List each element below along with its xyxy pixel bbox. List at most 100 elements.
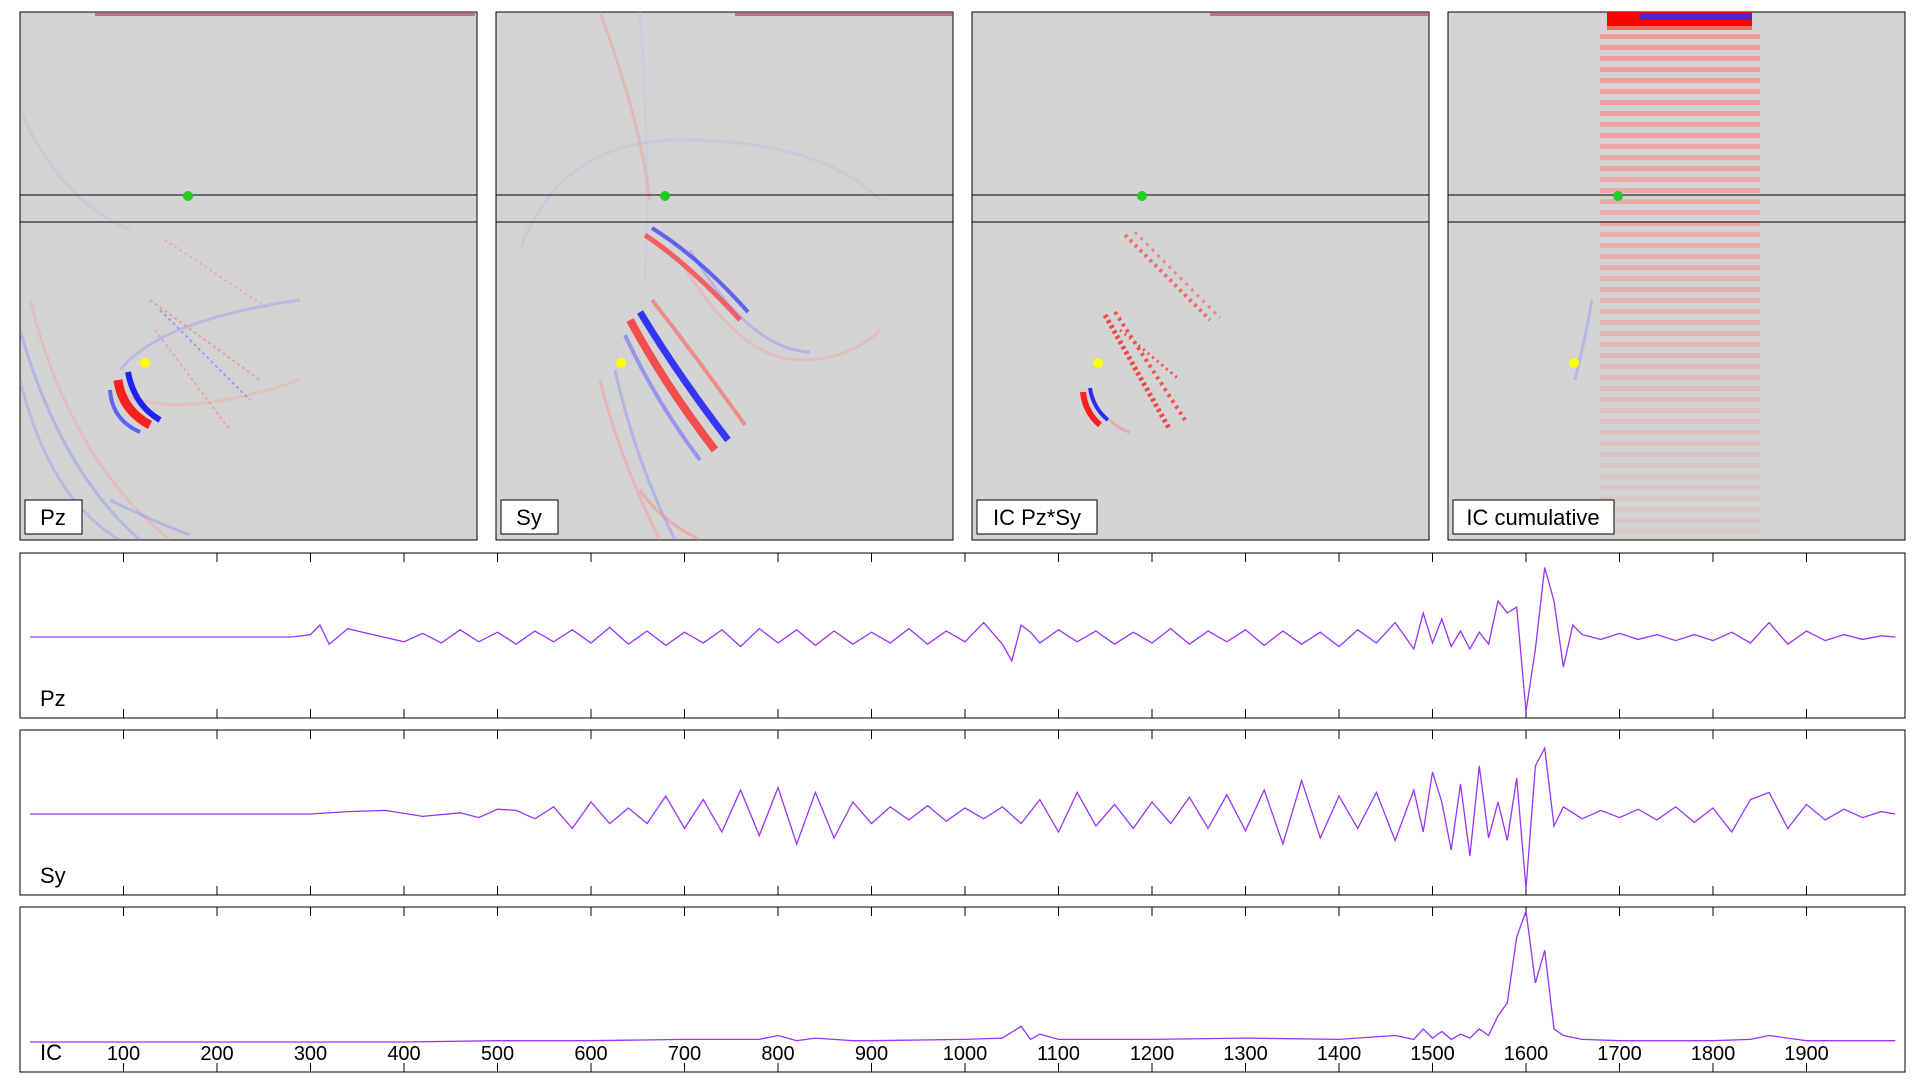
cumulative-stripe [1600,342,1760,347]
x-tick-label: 100 [107,1043,140,1065]
cumulative-stripe [1600,232,1760,237]
panel-label-box: IC Pz*Sy [976,499,1098,535]
receiver-dot [1569,358,1579,368]
receiver-dot [616,358,626,368]
x-tick-label: 1500 [1410,1043,1455,1065]
x-tick-label: 1700 [1597,1043,1642,1065]
cumulative-stripe [1600,320,1760,325]
x-tick-label: 800 [761,1043,794,1065]
cumulative-stripe [1600,144,1760,149]
trace-line-ic [30,910,1896,1043]
cumulative-stripe [1600,353,1760,358]
x-tick-label: 1000 [943,1043,988,1065]
wavefield-sy-image [518,12,953,540]
cumulative-stripe [1600,122,1760,127]
x-tick-label: 1600 [1504,1043,1549,1065]
cumulative-stripe [1600,188,1760,193]
receiver-dot [140,358,150,368]
cumulative-stripe [1600,485,1760,490]
panel-label: IC cumulative [1466,505,1599,530]
x-tick-label: 1400 [1317,1043,1362,1065]
trace-frame [19,906,1906,1073]
x-tick-label: 1100 [1037,1043,1080,1065]
cumulative-stripes [1600,34,1760,534]
cumulative-stripe [1600,441,1760,446]
cumulative-stripe [1600,56,1760,61]
trace-label: Pz [40,686,66,711]
cumulative-stripe [1600,210,1760,215]
source-dot [1137,191,1147,201]
x-tick-label: 900 [855,1043,888,1065]
trace-panel-pz: Pz [19,552,1906,719]
wavefield-pz-image [20,12,475,540]
x-tick-label: 500 [481,1043,514,1065]
trace-line-pz [30,567,1896,712]
cumulative-stripe [1600,177,1760,182]
cumulative-stripe [1600,155,1760,160]
cumulative-stripe [1600,463,1760,468]
trace-plots: Pz Sy IC 100 200 300 400 500 600 700 800 900 1000 110… [19,552,1906,1073]
x-tick-label: 700 [668,1043,701,1065]
x-tick-label: 1200 [1130,1043,1175,1065]
cumulative-stripe [1600,67,1760,72]
x-tick-label: 600 [574,1043,607,1065]
cumulative-stripe [1600,199,1760,204]
cumulative-stripe [1600,408,1760,413]
cumulative-stripe [1600,309,1760,314]
wavefield-ic-image [1080,12,1429,434]
cumulative-stripe [1600,507,1760,512]
cumulative-stripe [1600,100,1760,105]
wavefield-panel-ic: IC Pz*Sy [971,11,1430,541]
cumulative-stripe [1600,265,1760,270]
cumulative-stripe [1600,45,1760,50]
cumulative-stripe [1600,89,1760,94]
cumulative-stripe [1600,364,1760,369]
x-tick-label: 400 [387,1043,420,1065]
trace-label: Sy [40,863,66,888]
panel-label-box: Pz [24,499,83,535]
cumulative-stripe [1600,254,1760,259]
cumulative-stripe [1600,166,1760,171]
wavefield-panel-sy: Sy [495,11,954,541]
panel-label: IC Pz*Sy [993,505,1081,530]
cumulative-stripe [1600,133,1760,138]
x-tick-label: 1900 [1784,1043,1829,1065]
cumulative-stripe [1600,375,1760,380]
cumulative-stripe [1600,518,1760,523]
cumulative-stripe [1600,276,1760,281]
cumulative-stripe [1600,529,1760,534]
cumulative-stripe [1600,496,1760,501]
cumulative-stripe [1600,287,1760,292]
cumulative-stripe [1600,452,1760,457]
trace-frame [19,552,1906,719]
cumulative-stripe [1600,430,1760,435]
source-dot [660,191,670,201]
x-tick-label: 200 [200,1043,233,1065]
wavefield-panel-pz: Pz [19,11,478,541]
panel-label-box: Sy [500,499,559,535]
cumulative-stripe [1600,419,1760,424]
cumulative-stripe [1600,298,1760,303]
source-dot [183,191,193,201]
x-tick-label: 300 [294,1043,327,1065]
cumulative-stripe [1600,386,1760,391]
trace-panel-ic: IC 100 200 300 400 500 600 700 800 900 1000 1100 120… [19,906,1906,1073]
trace-label: IC [40,1040,62,1065]
cumulative-stripe [1600,331,1760,336]
x-tick-label: 1300 [1223,1043,1268,1065]
trace-panel-sy: Sy [19,729,1906,896]
cumulative-stripe [1600,221,1760,226]
cumulative-stripe [1600,474,1760,479]
cumulative-stripe [1600,34,1760,39]
cumulative-stripe [1600,111,1760,116]
cumulative-stripe [1600,243,1760,248]
source-dot [1613,191,1623,201]
wavefield-panel-ic-cumulative: IC cumulative [1447,11,1906,541]
panel-label: Pz [40,505,66,530]
panel-label-box: IC cumulative [1452,499,1615,535]
panel-label: Sy [516,505,542,530]
trace-frame [19,729,1906,896]
trace-line-sy [30,745,1896,889]
